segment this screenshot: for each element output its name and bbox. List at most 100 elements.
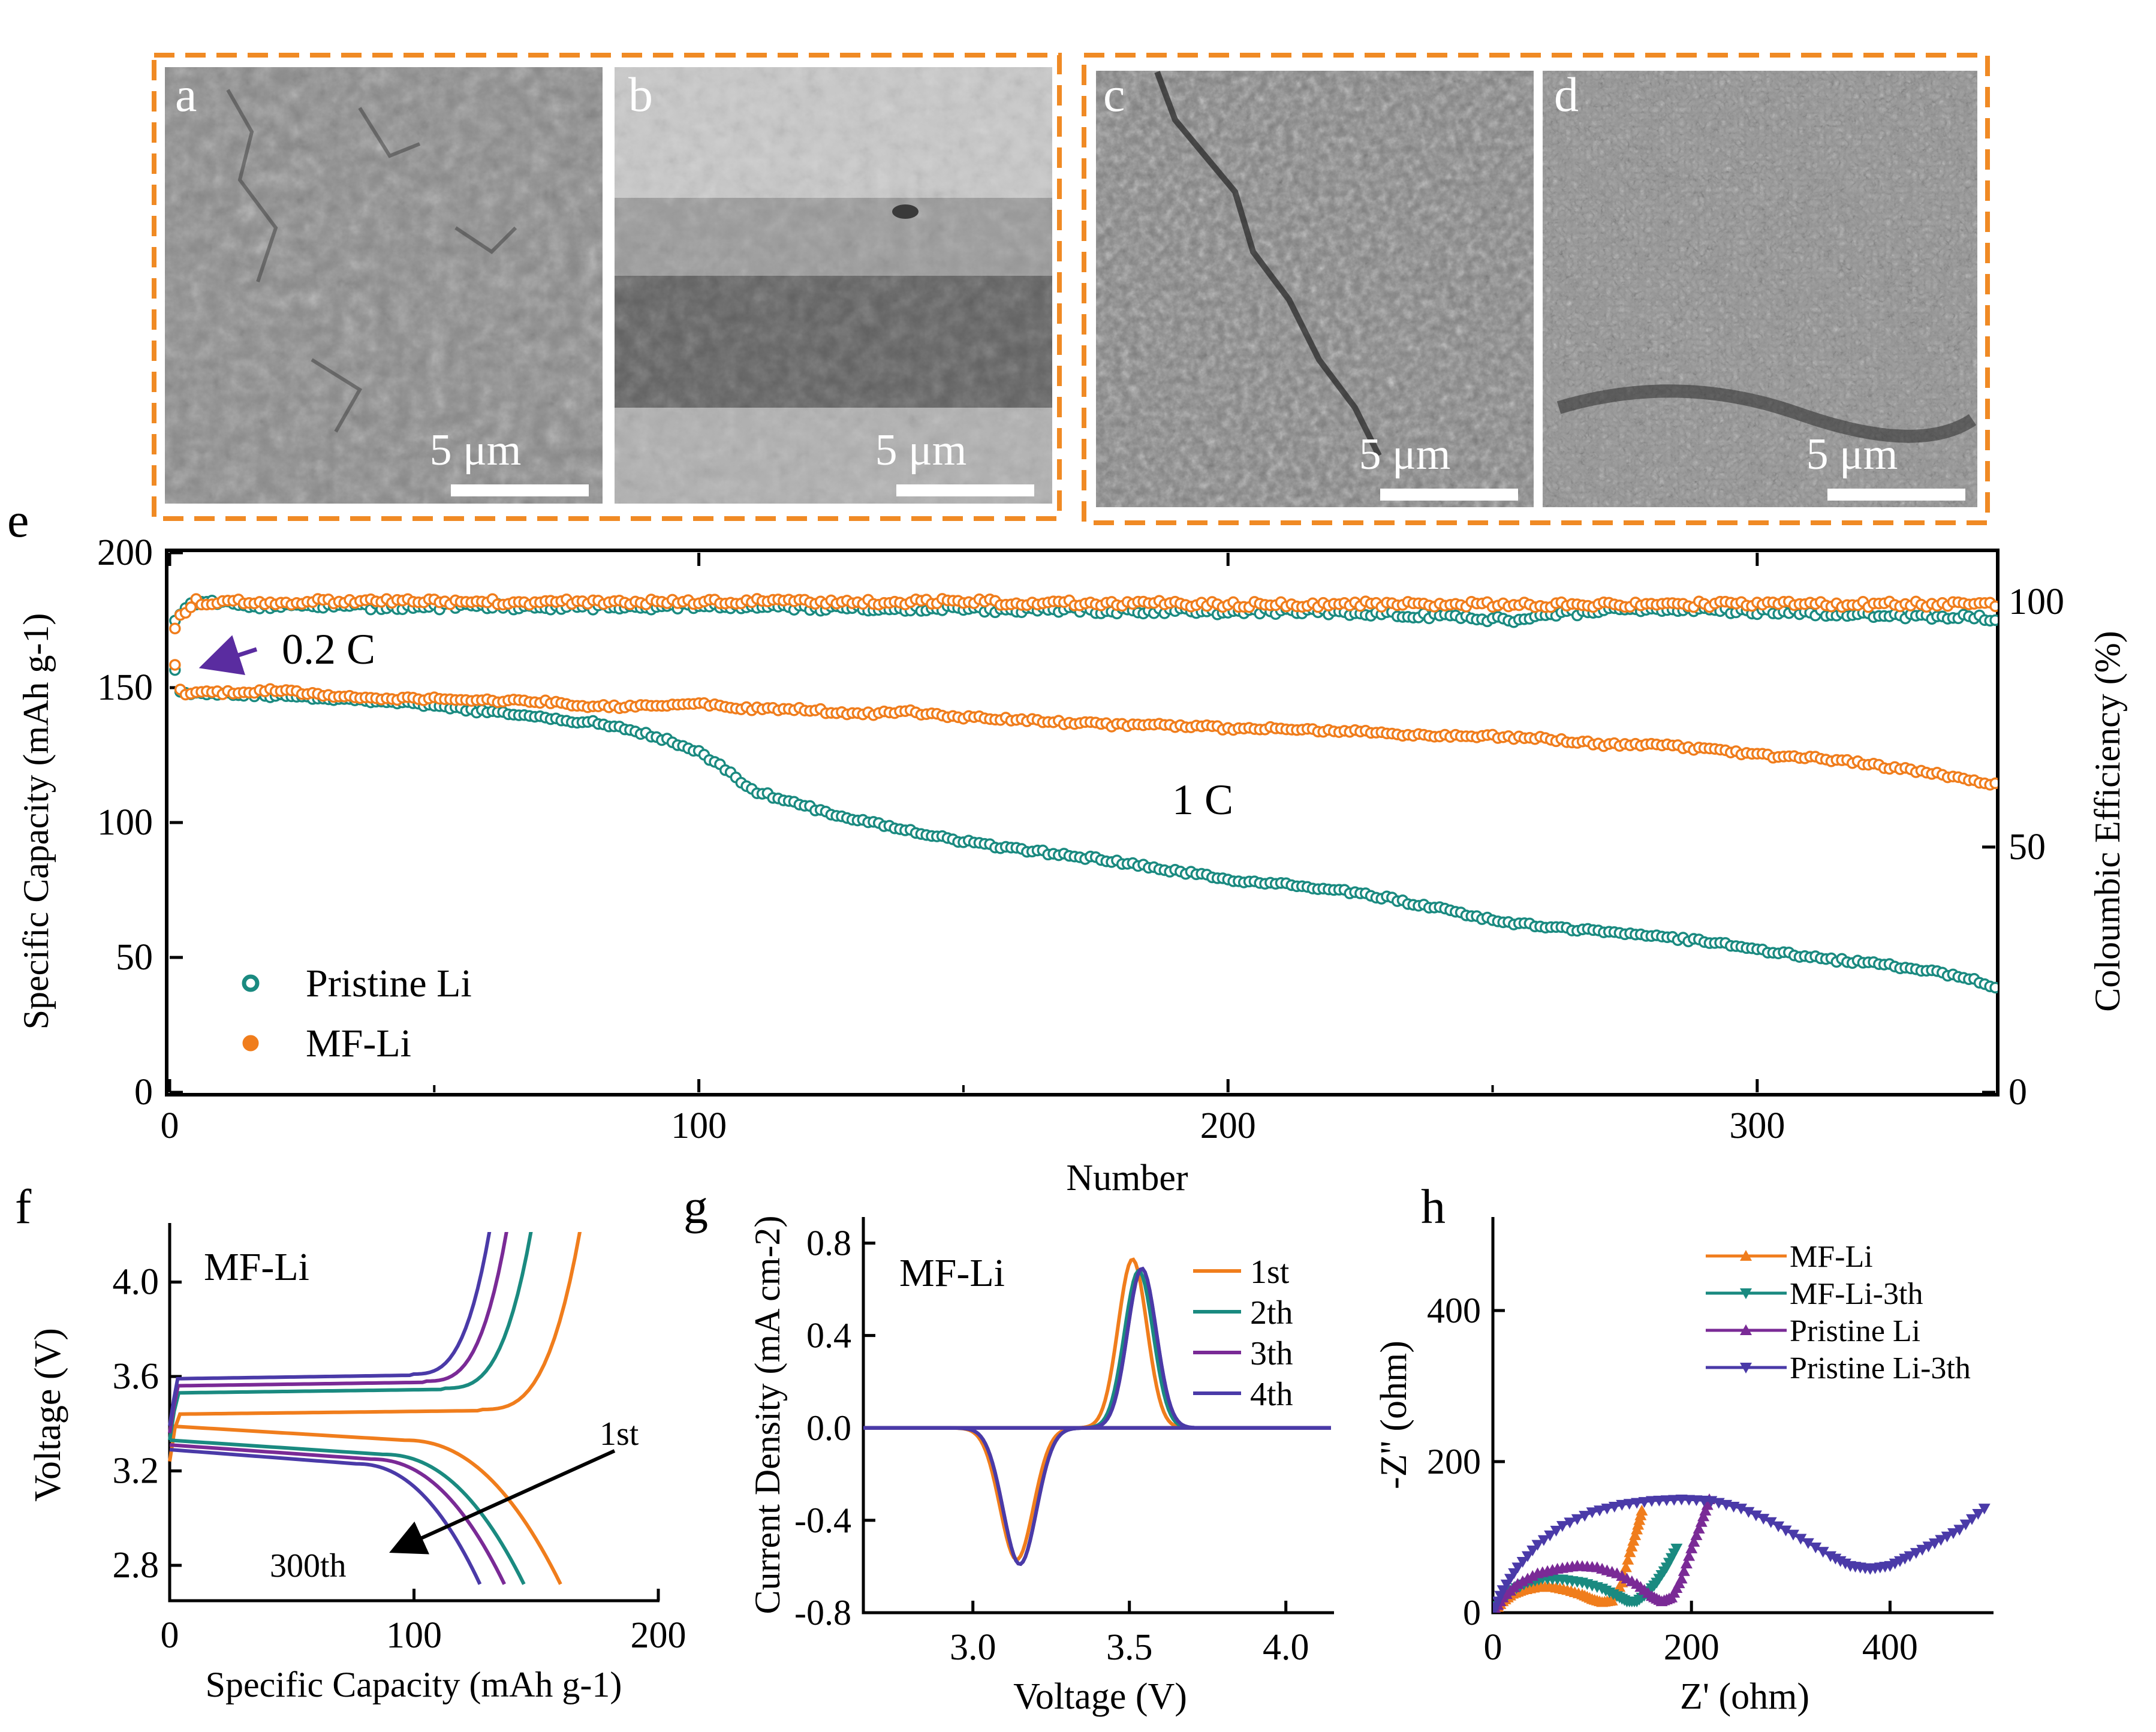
panel-letter-f: f xyxy=(15,1179,32,1234)
y2-axis-label-e: Coloumbic Efficiency (%) xyxy=(2088,631,2127,1011)
sem-image-b xyxy=(615,67,1052,504)
point-e xyxy=(185,601,197,613)
x-tick-label-e: 200 xyxy=(1200,1106,1256,1146)
point-e xyxy=(1989,614,1998,626)
y-tick-label-h: 0 xyxy=(1463,1593,1481,1632)
point-h xyxy=(1629,1529,1642,1540)
legend-label-h: MF-Li-3th xyxy=(1790,1277,1923,1311)
scale-bar-b xyxy=(896,484,1034,496)
point-h xyxy=(1627,1535,1640,1546)
y-tick-label-e: 200 xyxy=(97,532,153,573)
point-h xyxy=(1571,1514,1583,1525)
y-axis-label-g: Current Density (mA cm-2) xyxy=(748,1216,787,1614)
point-h xyxy=(1653,1495,1666,1507)
point-h xyxy=(1625,1540,1638,1552)
y-tick-label-e: 50 xyxy=(116,937,153,978)
y-tick-label-e: 0 xyxy=(134,1072,153,1113)
point-h xyxy=(1757,1514,1770,1525)
legend-label-g: 3th xyxy=(1250,1335,1293,1372)
x-tick-label-f: 100 xyxy=(386,1615,442,1656)
scale-label-c: 5 μm xyxy=(1359,430,1451,479)
y-tick-label-f: 2.8 xyxy=(113,1545,159,1586)
point-e xyxy=(1989,777,1998,790)
x-tick-label-f: 200 xyxy=(631,1615,686,1656)
y-tick-label-g: 0.4 xyxy=(806,1316,851,1356)
sem-images xyxy=(152,53,1990,525)
point-h xyxy=(1645,1496,1658,1507)
panel-letter-g: g xyxy=(683,1179,708,1234)
sem-letter-d: d xyxy=(1554,67,1579,122)
panel-h: 0 200 400 0 200 400 xyxy=(1427,1217,1994,1668)
sem-image-a xyxy=(165,67,603,504)
point-h xyxy=(1904,1551,1916,1562)
y-tick-label-e: 100 xyxy=(97,802,153,843)
x-tick-label-h: 400 xyxy=(1862,1627,1918,1668)
x-tick-label-e: 300 xyxy=(1729,1106,1785,1146)
scale-bar-d xyxy=(1827,489,1965,501)
legend-label-mf-li: MF-Li xyxy=(306,1022,411,1065)
point-h xyxy=(1668,1495,1681,1506)
y-tick-label-f: 3.6 xyxy=(113,1356,159,1397)
point-h xyxy=(1910,1548,1922,1559)
y-axis-label-e: Specific Capacity (mAh g-1) xyxy=(16,613,56,1030)
y-tick-label-g: -0.8 xyxy=(794,1593,851,1632)
legend-label-g: 2th xyxy=(1250,1294,1293,1332)
point-h xyxy=(1670,1543,1683,1555)
point-h xyxy=(1531,1540,1544,1551)
point-h xyxy=(1688,1535,1700,1547)
sem-letter-c: c xyxy=(1103,67,1125,122)
x-tick-label-g: 4.0 xyxy=(1263,1627,1309,1668)
point-h xyxy=(1564,1517,1576,1529)
point-h xyxy=(1544,1530,1556,1541)
point-h xyxy=(1511,1562,1524,1574)
point-h xyxy=(1916,1544,1929,1556)
series-e-mf-li-ce xyxy=(169,593,1998,635)
charge-curve-200th xyxy=(168,1232,508,1433)
legend-label-h: MF-Li xyxy=(1790,1240,1873,1274)
cathodic-sweep-3th xyxy=(863,1426,1331,1567)
panel-letter-e: e xyxy=(7,493,29,547)
y-tick-label-e: 150 xyxy=(97,667,153,708)
scale-label-d: 5 μm xyxy=(1806,430,1898,479)
point-h xyxy=(1817,1547,1829,1558)
legend-marker-h xyxy=(1740,1363,1752,1373)
point-h xyxy=(1550,1525,1562,1537)
point-h xyxy=(1608,1501,1621,1513)
point-h xyxy=(1947,1528,1959,1540)
legend-label-g: 4th xyxy=(1250,1376,1293,1413)
point-h xyxy=(1695,1516,1708,1527)
legend-marker-h xyxy=(1740,1324,1752,1335)
point-e xyxy=(1989,981,1998,994)
point-h xyxy=(1941,1531,1953,1543)
annotation-1c: 1 C xyxy=(1172,776,1233,824)
y-tick-label-g: 0.8 xyxy=(806,1224,851,1263)
annotation-1st: 1st xyxy=(600,1415,639,1453)
point-h xyxy=(1685,1542,1698,1553)
y-axis-label-h: -Z'' (ohm) xyxy=(1374,1341,1414,1489)
point-h xyxy=(1928,1538,1941,1550)
x-tick-label-g: 3.5 xyxy=(1106,1627,1153,1668)
point-e xyxy=(169,659,181,671)
plot-frame-e xyxy=(165,549,2000,1097)
panel-g: 3.0 3.5 4.0 -0.8 -0.4 0.0 0.4 0.8 xyxy=(794,1217,1334,1668)
point-h xyxy=(1556,1521,1568,1532)
charge-curve-1st xyxy=(168,1232,582,1462)
point-h xyxy=(1690,1529,1703,1540)
legend-marker-pristine-li xyxy=(242,974,260,992)
dashed-frame-left xyxy=(152,53,1062,521)
x-tick-label-e: 0 xyxy=(161,1106,179,1146)
legend-marker-mf-li xyxy=(242,1035,259,1052)
point-h xyxy=(1631,1498,1643,1509)
sem-image-d xyxy=(1543,71,1977,507)
point-h xyxy=(1675,1573,1688,1584)
point-h xyxy=(1972,1508,1985,1520)
x-tick-label-h: 200 xyxy=(1664,1627,1720,1668)
legend-marker-h xyxy=(1740,1288,1752,1299)
y-tick-label-h: 400 xyxy=(1427,1291,1481,1330)
point-h xyxy=(1624,1546,1636,1558)
point-h xyxy=(1623,1499,1636,1510)
point-h xyxy=(1601,1504,1613,1515)
point-h xyxy=(1622,1553,1634,1565)
sem-letter-a: a xyxy=(175,67,197,122)
annotation-0-2c: 0.2 C xyxy=(282,625,375,673)
